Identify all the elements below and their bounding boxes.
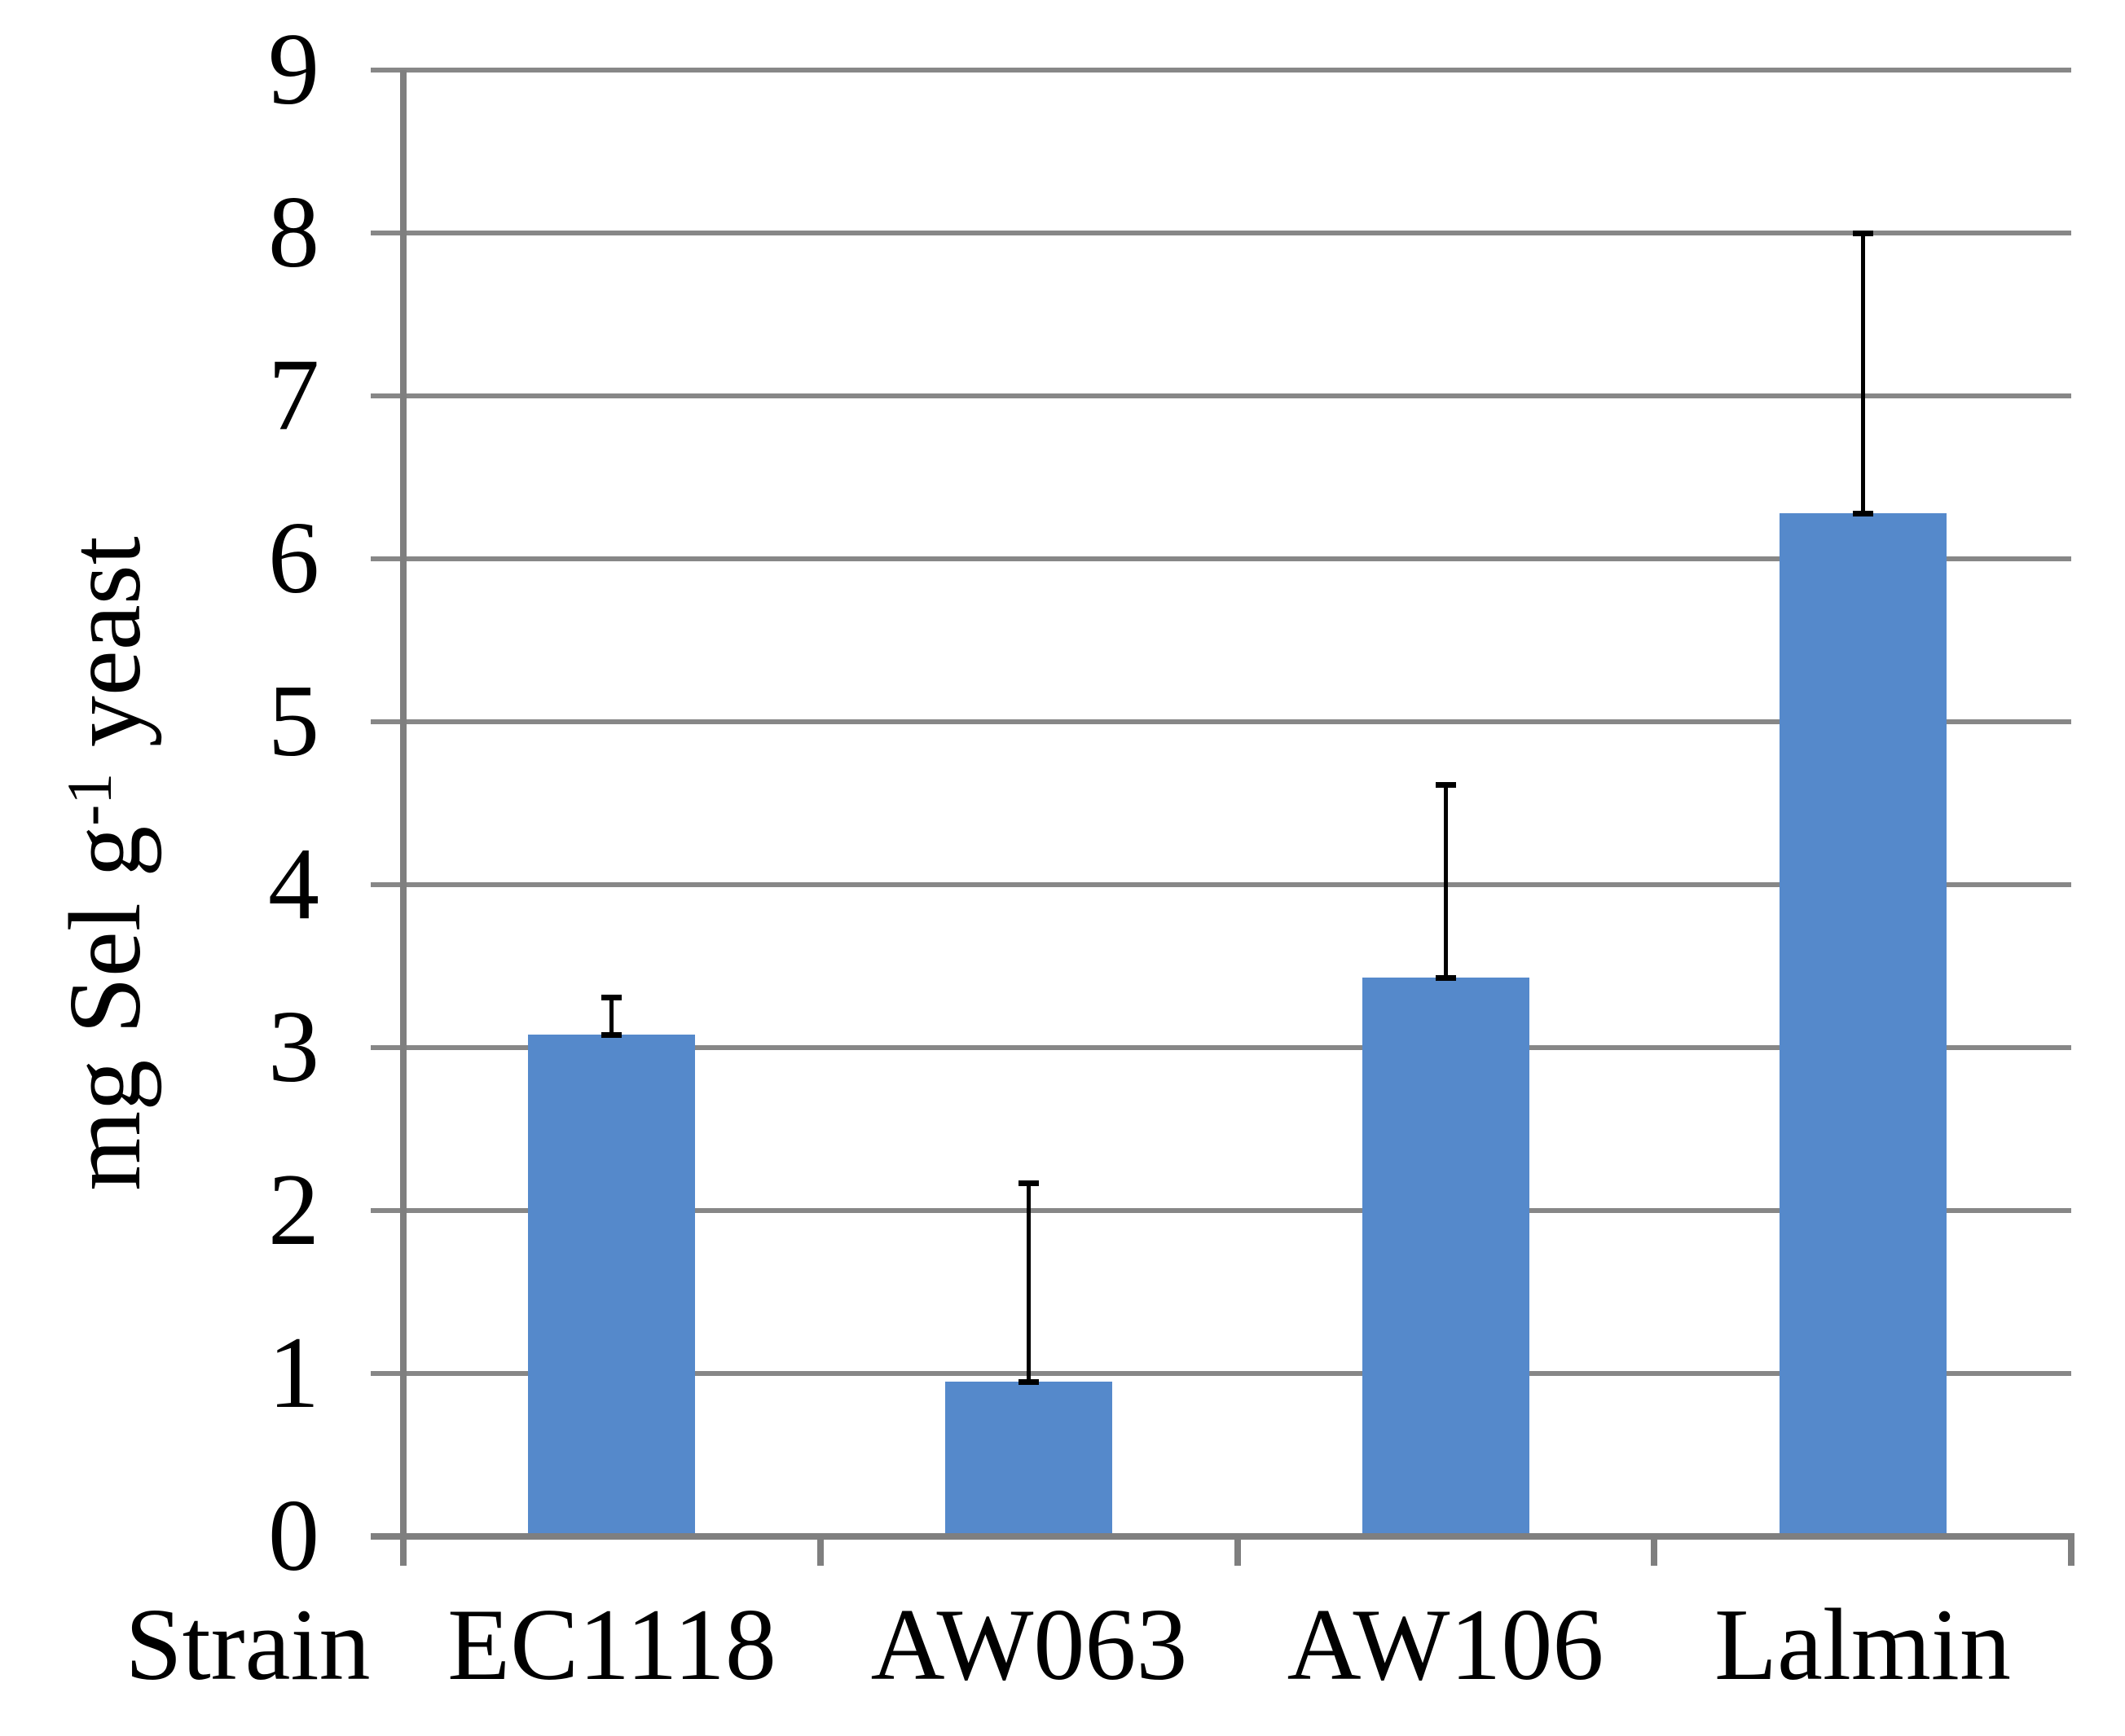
y-tick-label-3: 3 <box>268 991 319 1104</box>
error-bar-line-AW063 <box>1027 1183 1031 1382</box>
y-tick-label-5: 5 <box>268 665 319 778</box>
y-tick-mark-1 <box>371 1371 404 1376</box>
error-bar-top-cap-AW063 <box>1019 1180 1039 1186</box>
error-bar-bottom-cap-AW106 <box>1436 975 1456 981</box>
x-tick-mark-2 <box>1234 1536 1241 1566</box>
gridline-6 <box>403 556 2071 561</box>
error-bar-top-cap-Lalmin <box>1853 231 1873 236</box>
y-axis-title-superscript: -1 <box>53 772 125 826</box>
y-axis-line <box>400 70 407 1566</box>
y-tick-mark-8 <box>371 231 404 235</box>
y-tick-mark-3 <box>371 1045 404 1050</box>
gridline-9 <box>403 68 2071 73</box>
error-bar-line-Lalmin <box>1861 233 1865 513</box>
y-axis-title: mg Sel g-1 yeast <box>49 536 162 1190</box>
gridline-1 <box>403 1371 2071 1376</box>
x-axis-line <box>371 1533 2074 1540</box>
error-bar-line-AW106 <box>1444 785 1448 978</box>
y-tick-label-0: 0 <box>268 1479 319 1593</box>
x-tick-mark-3 <box>1651 1536 1657 1566</box>
gridline-7 <box>403 393 2071 398</box>
gridline-4 <box>403 882 2071 887</box>
x-tick-label-AW063: AW063 <box>870 1589 1188 1702</box>
x-tick-label-AW106: AW106 <box>1287 1589 1604 1702</box>
gridline-8 <box>403 231 2071 235</box>
bar-Lalmin <box>1780 513 1947 1536</box>
gridline-2 <box>403 1208 2071 1213</box>
y-tick-mark-7 <box>371 393 404 398</box>
y-tick-label-1: 1 <box>268 1316 319 1430</box>
bar-AW106 <box>1362 978 1529 1536</box>
gridline-3 <box>403 1045 2071 1050</box>
y-tick-label-9: 9 <box>268 13 319 126</box>
x-tick-mark-1 <box>817 1536 824 1566</box>
y-tick-mark-2 <box>371 1208 404 1213</box>
bar-EC1118 <box>528 1035 695 1536</box>
error-bar-bottom-cap-AW063 <box>1019 1379 1039 1385</box>
y-tick-mark-9 <box>371 68 404 73</box>
x-tick-label-Lalmin: Lalmin <box>1714 1589 2011 1702</box>
error-bar-top-cap-AW106 <box>1436 782 1456 788</box>
x-tick-mark-4 <box>2068 1536 2074 1566</box>
error-bar-bottom-cap-EC1118 <box>601 1032 622 1038</box>
y-tick-mark-6 <box>371 556 404 561</box>
y-tick-label-4: 4 <box>268 828 319 941</box>
error-bar-bottom-cap-Lalmin <box>1853 511 1873 516</box>
y-tick-label-6: 6 <box>268 502 319 615</box>
x-tick-label-EC1118: EC1118 <box>447 1589 777 1702</box>
y-axis-title-suffix: yeast <box>49 536 162 773</box>
error-bar-line-EC1118 <box>609 997 614 1035</box>
y-axis-title-text: mg Sel g <box>49 825 162 1191</box>
bar-AW063 <box>945 1382 1112 1536</box>
y-tick-mark-5 <box>371 719 404 724</box>
y-tick-label-2: 2 <box>268 1154 319 1267</box>
y-tick-label-8: 8 <box>268 176 319 289</box>
y-tick-label-7: 7 <box>268 339 319 452</box>
error-bar-top-cap-EC1118 <box>601 995 622 1000</box>
y-tick-mark-4 <box>371 882 404 887</box>
x-axis-title: Strain <box>125 1589 371 1702</box>
gridline-5 <box>403 719 2071 724</box>
